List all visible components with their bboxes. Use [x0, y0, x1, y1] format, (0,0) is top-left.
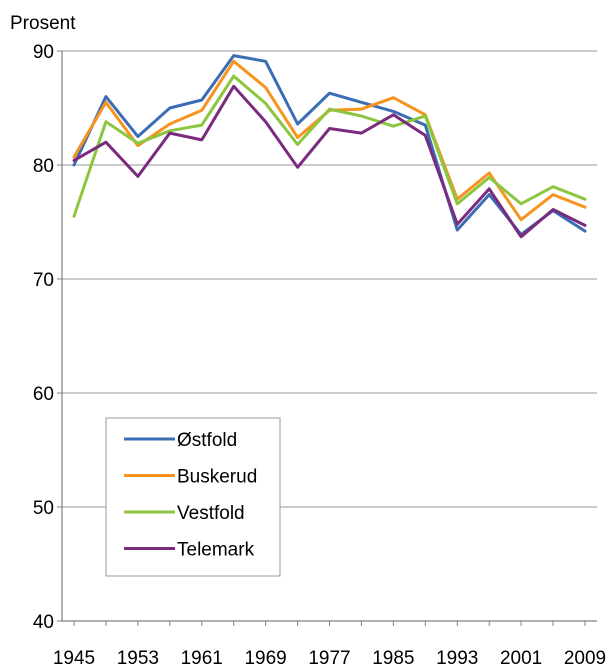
y-tick-label: 90: [33, 42, 54, 63]
legend-label-ostfold: Østfold: [177, 430, 237, 451]
x-tick-label: 2001: [500, 648, 542, 669]
y-axis-unit-label: Prosent: [10, 13, 76, 34]
legend-label-buskerud: Buskerud: [177, 467, 257, 488]
series-line-ostfold: [72, 54, 587, 236]
series-lines: [72, 54, 587, 239]
series-line-vestfold: [72, 74, 587, 218]
legend-label-telemark: Telemark: [177, 540, 255, 561]
legend: Østfold Buskerud Vestfold Telemark: [105, 417, 281, 577]
y-tick-label: 60: [33, 384, 54, 405]
series-line-telemark: [72, 84, 587, 239]
y-tick-label: 50: [33, 498, 54, 519]
x-tick-label: 1961: [181, 648, 223, 669]
x-tick-label: 1945: [53, 648, 95, 669]
x-tick-label: 2009: [564, 648, 606, 669]
legend-label-vestfold: Vestfold: [177, 503, 245, 524]
gridlines: [62, 50, 597, 508]
x-tick-label: 1977: [308, 648, 350, 669]
series-line-buskerud: [72, 59, 587, 222]
x-axis-ticks: 1945 1953 1961 1969 1977 1985 1993 2001 2009: [53, 621, 606, 669]
x-tick-label: 1969: [244, 648, 286, 669]
y-tick-label: 80: [33, 156, 54, 177]
x-tick-label: 1953: [117, 648, 159, 669]
x-tick-label: 1993: [436, 648, 478, 669]
y-tick-label: 40: [33, 612, 54, 633]
x-tick-label: 1985: [372, 648, 414, 669]
y-axis-ticks: 40 50 60 70 80 90: [33, 42, 62, 633]
y-tick-label: 70: [33, 270, 54, 291]
